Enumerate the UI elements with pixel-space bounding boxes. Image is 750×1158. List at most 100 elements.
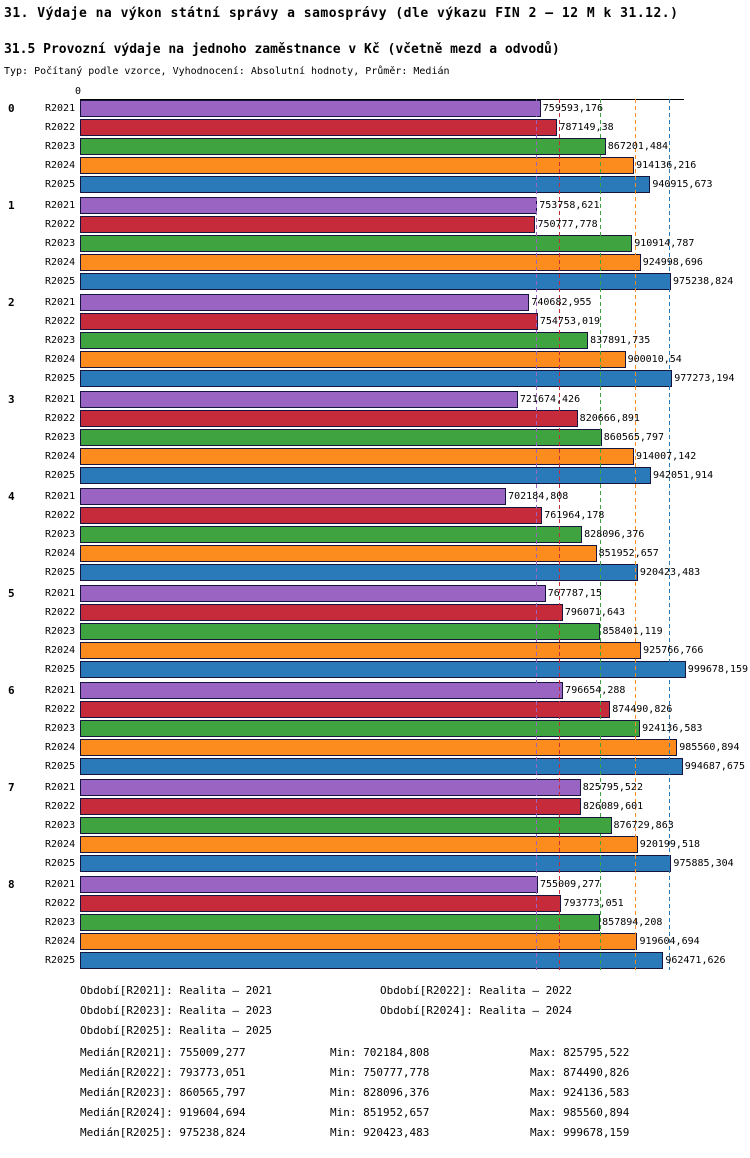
value-label: 975238,824 [673,276,734,287]
value-label: 940915,673 [652,179,713,190]
stat-median: Medián[R2024]: 919604,694 [80,1105,246,1119]
series-label: R2022 [45,801,76,812]
group-label: 0 [8,102,15,115]
series-label: R2022 [45,316,76,327]
series-label: R2023 [45,335,76,346]
stat-max: Max: 999678,159 [530,1125,630,1139]
bar [80,661,686,678]
bar [80,100,541,117]
bar-row: R2024 925766,766 [0,641,750,660]
x-axis-line [80,99,684,100]
bar-group: 8 R2021 755009,277 R2022 793773,051 R2023 8578… [0,875,750,970]
bar-row: R2023 924136,583 [0,719,750,738]
value-label: 925766,766 [643,645,704,656]
bar-row: R2024 920199,518 [0,835,750,854]
value-label: 914007,142 [636,451,697,462]
group-label: 7 [8,781,15,794]
legend-item: Období[R2021]: Realita – 2021 [80,983,273,997]
stats-block: Medián[R2021]: 755009,277 Min: 702184,808… [0,1042,750,1142]
value-label: 919604,694 [639,936,700,947]
value-label: 753758,621 [539,200,600,211]
value-label: 825795,522 [582,782,643,793]
bar [80,410,578,427]
bar-track: 837891,735 [80,332,750,349]
median-line [536,99,538,970]
bar-track: 985560,894 [80,739,750,756]
bar-row: R2021 702184,808 [0,487,750,506]
bar-row: R2024 900010,54 [0,350,750,369]
value-label: 977273,194 [674,373,735,384]
bar-track: 914136,216 [80,157,750,174]
bar-track: 924998,696 [80,254,750,271]
value-label: 740682,955 [531,297,592,308]
bar-row: R2021 753758,621 [0,196,750,215]
bar-track: 962471,626 [80,952,750,969]
stat-max: Max: 874490,826 [530,1065,630,1079]
bar [80,176,651,193]
series-label: R2022 [45,607,76,618]
bar-row: R2022 750777,778 [0,215,750,234]
bar-track: 910914,787 [80,235,750,252]
bar [80,682,564,699]
chart-meta-line: Typ: Počítaný podle vzorce, Vyhodnocení:… [4,66,450,77]
bar-row: R2022 820666,891 [0,409,750,428]
bar-row: R2025 975885,304 [0,854,750,873]
value-label: 851952,657 [598,548,659,559]
bar-track: 826089,601 [80,798,750,815]
value-label: 857894,208 [602,917,663,928]
bar-track: 876729,863 [80,817,750,834]
bar [80,467,651,484]
bar-row: R2022 826089,601 [0,797,750,816]
bar-row: R2024 924998,696 [0,253,750,272]
series-label: R2021 [45,297,76,308]
legend-item: Období[R2025]: Realita – 2025 [80,1023,273,1037]
bar [80,914,601,931]
bar [80,642,642,659]
series-label: R2021 [45,685,76,696]
value-label: 828096,376 [584,529,645,540]
bar [80,585,546,602]
bar-row: R2021 755009,277 [0,875,750,894]
bar-row: R2023 857894,208 [0,913,750,932]
stat-min: Min: 750777,778 [330,1065,430,1079]
bar-track: 755009,277 [80,876,750,893]
bar-track: 702184,808 [80,488,750,505]
series-label: R2021 [45,588,76,599]
axis-zero-label: 0 [75,86,82,97]
bar [80,254,641,271]
bar-row: R2023 876729,863 [0,816,750,835]
bar [80,876,539,893]
bar-track: 924136,583 [80,720,750,737]
stats-row: Medián[R2022]: 793773,051 Min: 750777,778… [80,1062,750,1082]
bar-track: 977273,194 [80,370,750,387]
bar-track: 825795,522 [80,779,750,796]
bar-row: R2025 940915,673 [0,175,750,194]
bar-track: 925766,766 [80,642,750,659]
bar [80,952,664,969]
series-label: R2025 [45,276,76,287]
bar-track: 975238,824 [80,273,750,290]
bar-track: 920199,518 [80,836,750,853]
series-label: R2024 [45,548,76,559]
stat-median: Medián[R2022]: 793773,051 [80,1065,246,1079]
bar [80,313,538,330]
series-label: R2021 [45,782,76,793]
series-label: R2023 [45,238,76,249]
value-label: 858401,119 [602,626,663,637]
series-label: R2023 [45,820,76,831]
bar-track: 919604,694 [80,933,750,950]
bar-row: R2021 759593,176 [0,99,750,118]
bar-group: 3 R2021 721674,426 R2022 820666,891 R2023 8605… [0,390,750,485]
bar-row: R2021 721674,426 [0,390,750,409]
stat-min: Min: 920423,483 [330,1125,430,1139]
value-label: 826089,601 [582,801,644,812]
bar-row: R2021 740682,955 [0,293,750,312]
bar-chart: 0 0 R2021 759593,176 R2022 787149,38 R2023 867… [0,86,750,970]
bar-row: R2022 761964,178 [0,506,750,525]
median-line [599,99,601,970]
series-label: R2023 [45,529,76,540]
group-label: 5 [8,587,15,600]
bar-row: R2023 837891,735 [0,331,750,350]
bar-row: R2021 796654,288 [0,681,750,700]
bar-track: 787149,38 [80,119,750,136]
